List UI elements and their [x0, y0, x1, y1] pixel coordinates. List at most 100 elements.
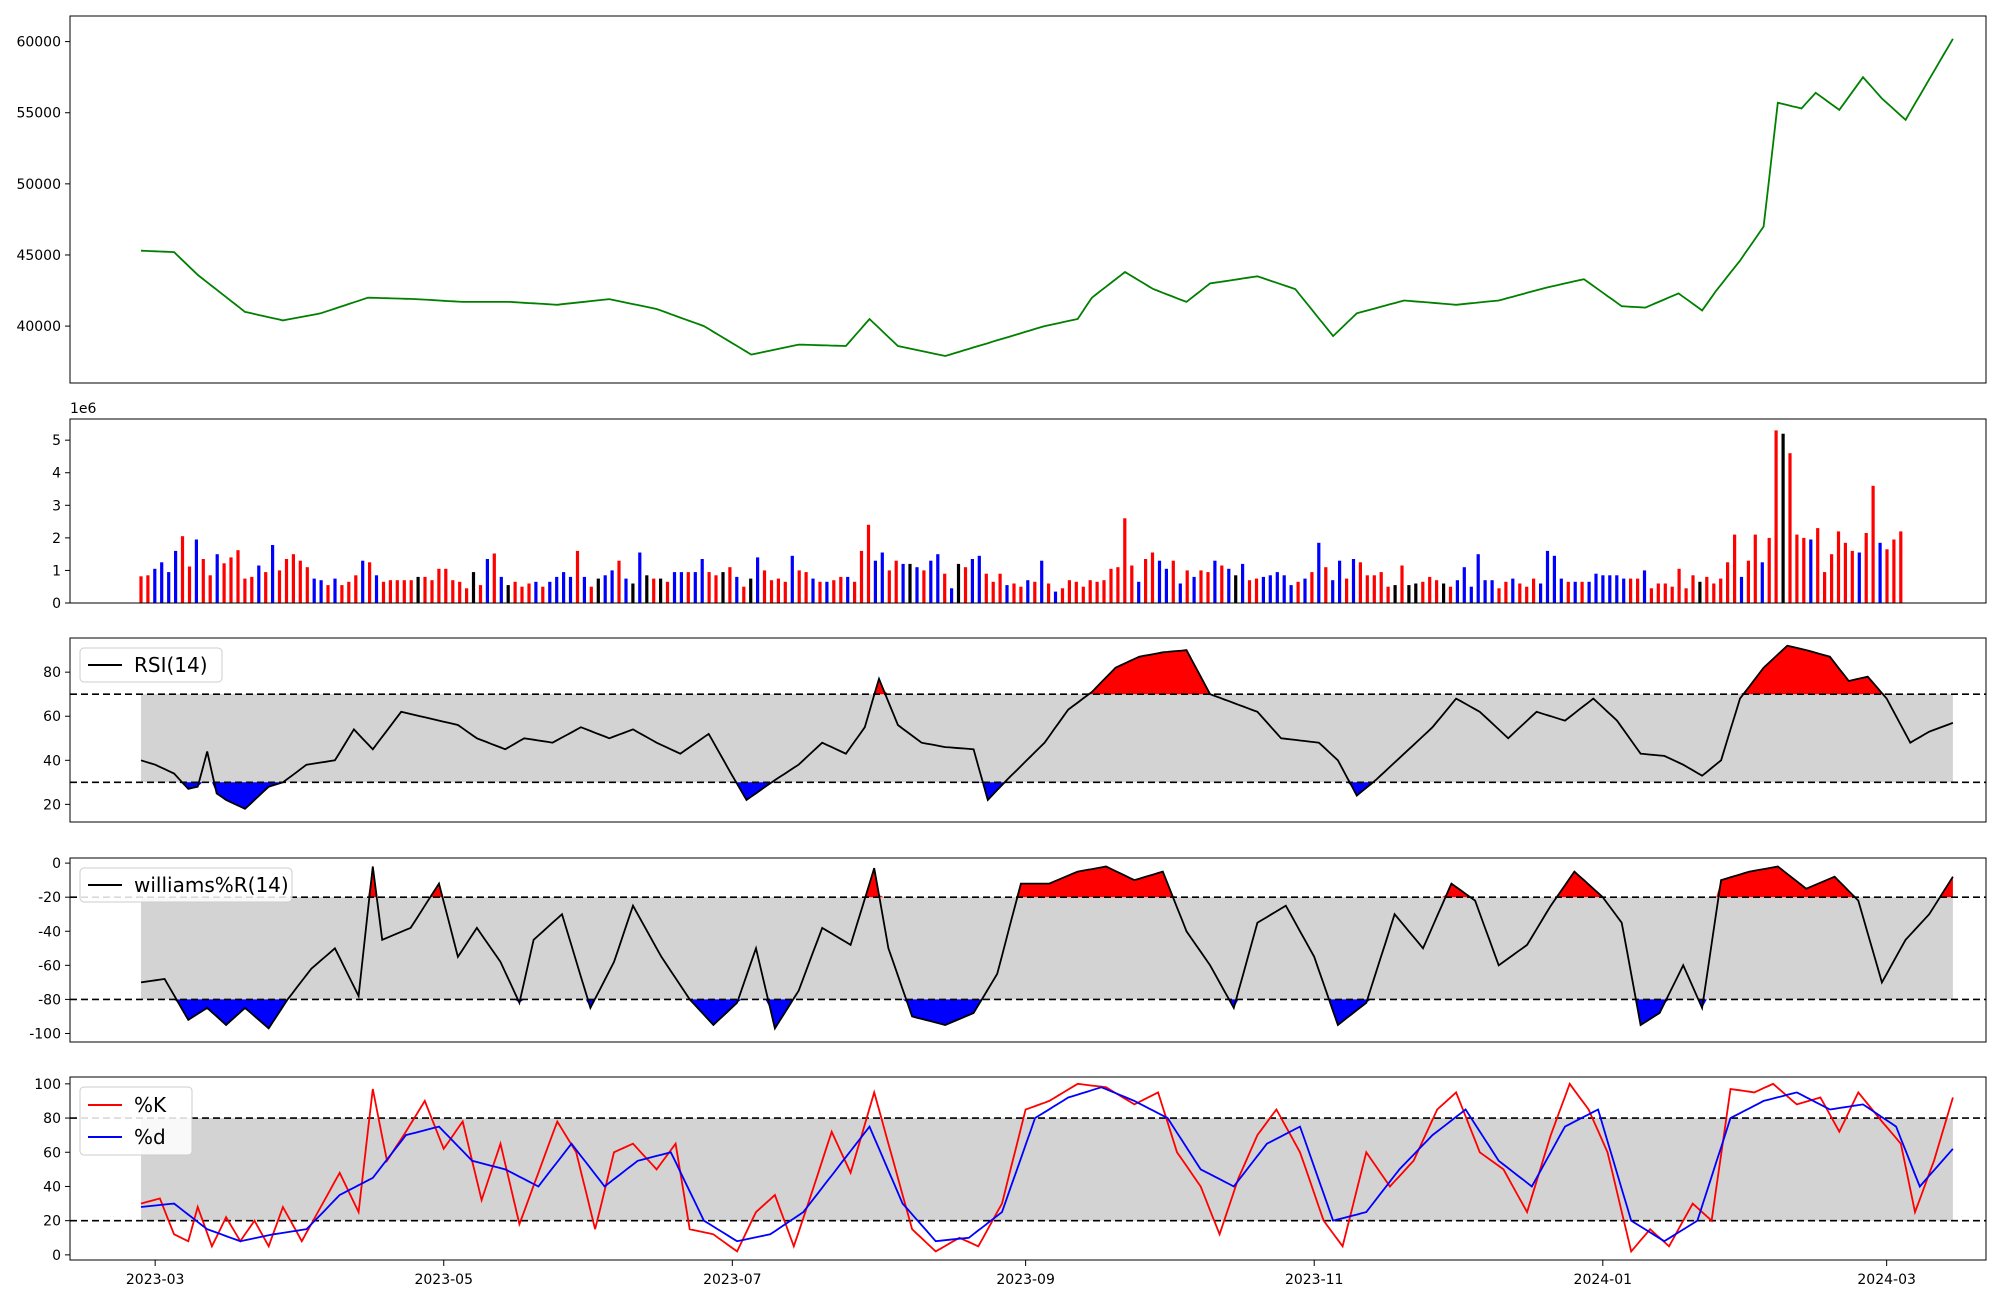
- volume-bar: [1608, 575, 1612, 603]
- volume-bar: [811, 578, 815, 603]
- volume-bar: [298, 560, 302, 603]
- volume-bar: [305, 567, 309, 603]
- williams-r-ytick-label: -40: [38, 924, 61, 940]
- volume-bar: [1850, 550, 1854, 603]
- volume-bar: [1351, 559, 1356, 603]
- price-frame: [69, 15, 1987, 384]
- price-ytick-label: 40000: [16, 319, 61, 335]
- volume-bar: [1656, 583, 1660, 603]
- rsi-oversold-fill: [141, 782, 1953, 809]
- volume-bar: [659, 578, 663, 603]
- volume-scale-label: 1e6: [70, 401, 97, 417]
- volume-bar: [548, 581, 552, 603]
- volume-bar: [1788, 453, 1792, 603]
- volume-bar: [1296, 581, 1300, 603]
- volume-bar: [1448, 586, 1453, 603]
- volume-bar: [236, 550, 240, 603]
- volume-bar: [693, 572, 697, 603]
- rsi-legend-box: [79, 647, 223, 683]
- stochastic-panel: 0 20 40 60 80 100 %K %d: [34, 1076, 1987, 1264]
- stochastic-ytick-label: 40: [43, 1179, 61, 1195]
- volume-bar: [756, 557, 760, 603]
- volume-bar: [1358, 562, 1362, 603]
- x-tick-label: 2023-07: [703, 1272, 762, 1288]
- volume-bar: [1137, 581, 1141, 603]
- volume-bar: [1095, 581, 1099, 603]
- price-ytick-label: 55000: [16, 106, 61, 122]
- volume-bar: [1123, 518, 1127, 603]
- volume-bar: [1199, 570, 1203, 603]
- volume-bar: [381, 581, 386, 603]
- volume-bar: [416, 576, 420, 603]
- stochastic-legend-k-label: %K: [134, 1093, 167, 1117]
- volume-bar: [749, 578, 753, 603]
- volume-bar: [562, 572, 566, 603]
- volume-bar: [354, 575, 358, 603]
- volume-bar: [527, 583, 531, 603]
- volume-bar: [1192, 576, 1196, 603]
- stochastic-legend: %K %d: [79, 1086, 193, 1156]
- volume-bar: [340, 585, 344, 603]
- volume-bar: [1407, 585, 1411, 603]
- volume-bar: [194, 539, 198, 603]
- volume-bar: [1261, 576, 1265, 603]
- volume-bar: [1310, 572, 1314, 603]
- volume-bar: [998, 573, 1002, 603]
- volume-bar: [1220, 565, 1224, 603]
- volume-bar: [1545, 550, 1550, 603]
- volume-bar: [1691, 575, 1695, 603]
- williams-r-ytick-label: -80: [38, 992, 61, 1008]
- williams-r-panel: 0 -20 -40 -60 -80 -100 williams%R(14): [29, 856, 1987, 1043]
- volume-ytick-label: 5: [52, 433, 61, 449]
- volume-bar: [465, 588, 469, 603]
- volume-bar: [326, 585, 330, 603]
- rsi-ytick-label: 40: [43, 753, 61, 769]
- williams-r-oversold-fill: [141, 999, 1953, 1029]
- price-ytick-label: 50000: [16, 177, 61, 193]
- volume-bar: [804, 572, 808, 603]
- volume-bar: [1178, 583, 1182, 603]
- williams-r-ytick-label: -100: [29, 1026, 61, 1042]
- volume-bar: [1275, 572, 1279, 603]
- rsi-frame: [69, 637, 1987, 823]
- volume-bar: [1636, 578, 1640, 603]
- price-ytick-label: 45000: [16, 248, 61, 264]
- volume-bar: [1823, 572, 1827, 603]
- williams-r-ytick-label: 0: [52, 856, 61, 872]
- x-tick-label: 2023-09: [996, 1272, 1055, 1288]
- volume-bar: [1892, 539, 1896, 603]
- volume-bar: [1365, 575, 1369, 603]
- volume-ytick-label: 1: [52, 563, 61, 579]
- rsi-legend-label: RSI(14): [134, 653, 208, 677]
- volume-bar: [839, 576, 843, 603]
- volume-frame: [69, 418, 1987, 604]
- volume-bar: [1767, 537, 1771, 603]
- volume-ytick-label: 2: [52, 531, 61, 547]
- williams-r-overbought-fill: [141, 866, 1953, 898]
- volume-bar: [471, 572, 476, 603]
- volume-bar: [1871, 485, 1875, 603]
- volume-bar: [555, 576, 559, 603]
- volume-bar: [291, 554, 295, 603]
- volume-bar: [929, 560, 933, 603]
- volume-bar: [1074, 581, 1078, 603]
- rsi-ytick-label: 60: [43, 709, 61, 725]
- volume-bar: [361, 560, 365, 603]
- volume-bar: [880, 552, 884, 603]
- volume-bar: [1663, 583, 1667, 603]
- volume-bar: [180, 536, 185, 603]
- volume-bar: [1040, 560, 1044, 603]
- volume-bar: [1795, 534, 1799, 603]
- volume-bar: [208, 575, 212, 603]
- volume-bar: [264, 572, 268, 603]
- volume-bar: [1005, 585, 1009, 603]
- volume-bar: [1026, 580, 1030, 603]
- volume-bar: [1130, 565, 1134, 603]
- shared-date-axis: 2023-03 2023-05 2023-07 2023-09 2023-11 2024-…: [126, 1260, 1916, 1288]
- volume-bar: [1331, 580, 1335, 603]
- volume-bar: [631, 583, 635, 603]
- volume-bar: [1899, 531, 1903, 603]
- volume-bar: [1830, 554, 1834, 603]
- volume-bar: [1227, 568, 1231, 603]
- volume-bar: [596, 578, 600, 603]
